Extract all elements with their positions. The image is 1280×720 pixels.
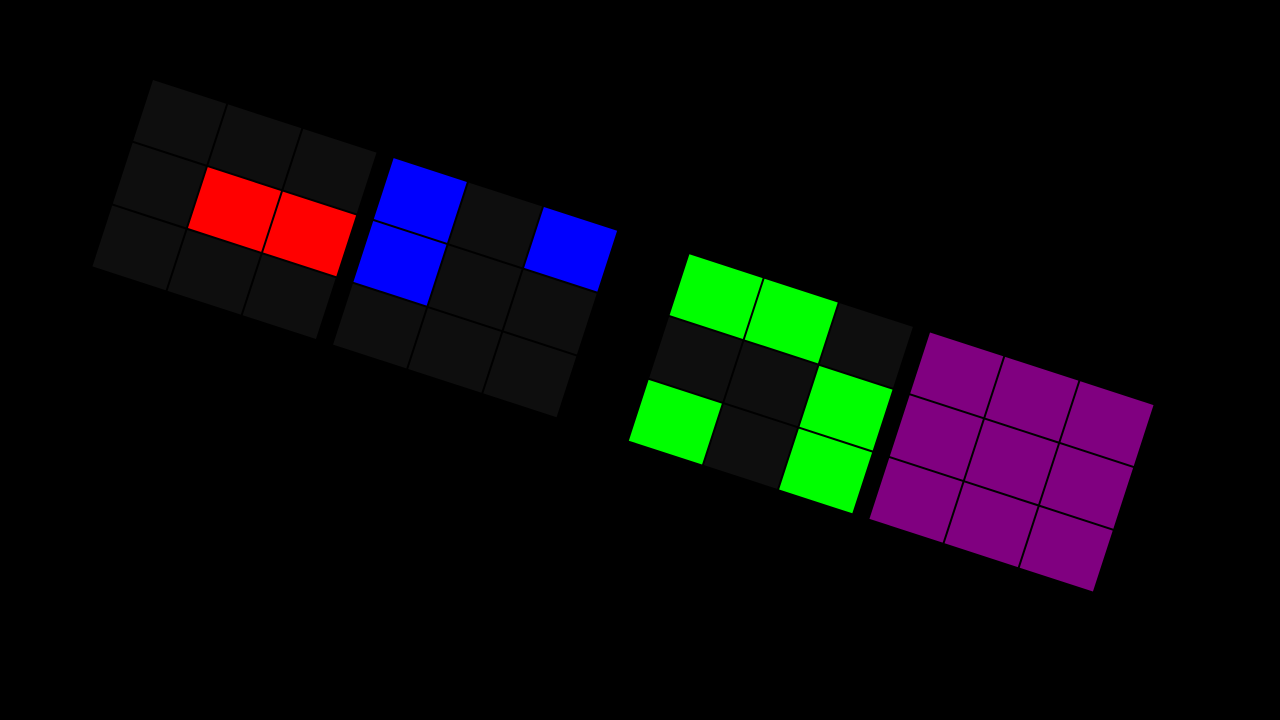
grid-2: [333, 158, 618, 418]
grid-1: [92, 80, 377, 340]
grid-3: [628, 254, 913, 514]
puzzle-board: [92, 80, 1154, 592]
grid-4: [869, 332, 1154, 592]
